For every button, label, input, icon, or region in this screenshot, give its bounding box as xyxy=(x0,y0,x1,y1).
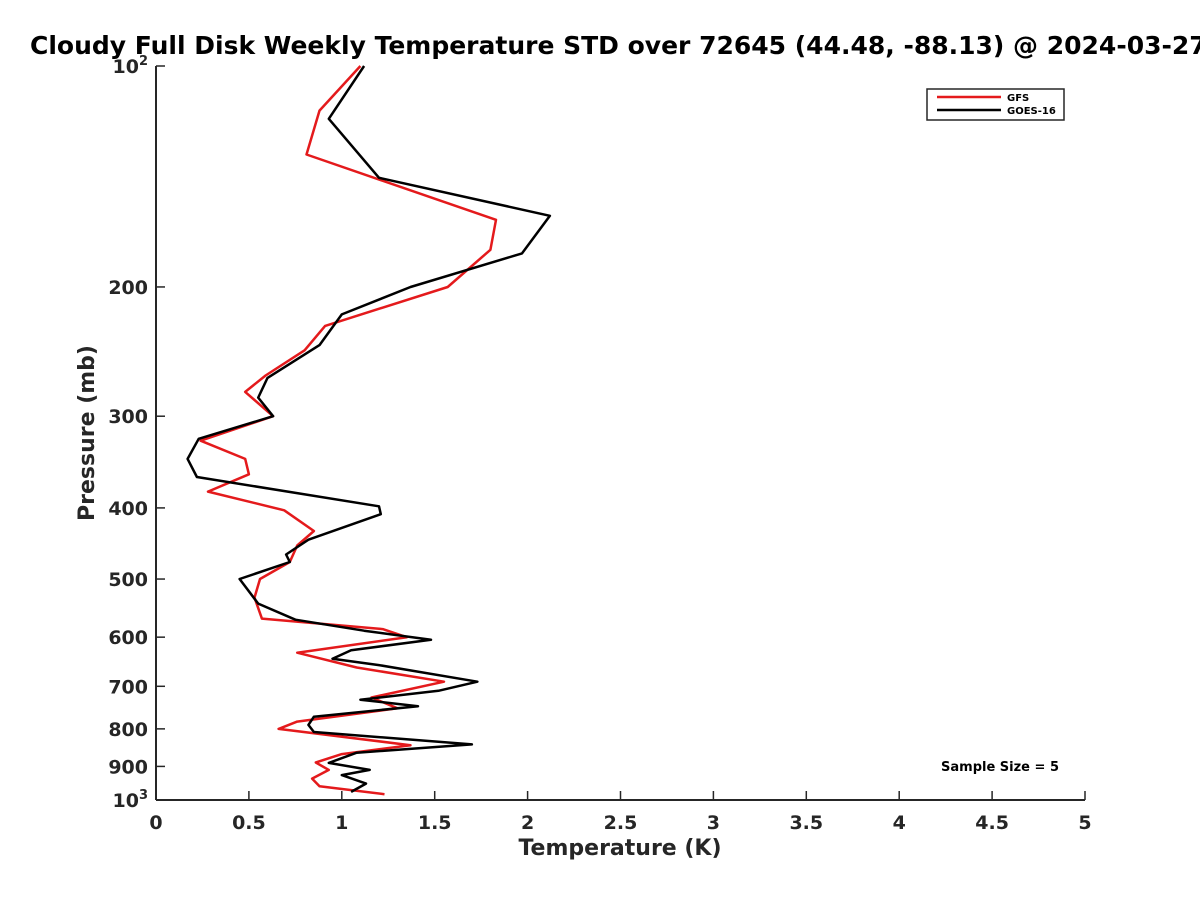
y-tick-label: 500 xyxy=(108,569,148,591)
x-tick-label: 0 xyxy=(149,812,162,834)
y-axis-label: Pressure (mb) xyxy=(75,345,100,521)
x-tick-label: 3.5 xyxy=(789,812,823,834)
sample-size-annotation: Sample Size = 5 xyxy=(941,760,1059,775)
x-tick-label: 4.5 xyxy=(975,812,1009,834)
x-tick-label: 2.5 xyxy=(604,812,638,834)
x-tick-label: 3 xyxy=(707,812,720,834)
y-tick-label: 300 xyxy=(108,406,148,428)
series-layer xyxy=(186,65,552,796)
legend-box xyxy=(926,88,1065,121)
y-tick-label: 200 xyxy=(108,277,148,299)
y-ticks: 102 200 300 400 500 600 700 800 900 103 xyxy=(108,54,165,812)
y-tick-label: 800 xyxy=(108,719,148,741)
y-tick-label: 400 xyxy=(108,498,148,520)
x-ticks: 0 0.5 1 1.5 2 2.5 3 3.5 4 4.5 5 xyxy=(149,791,1092,834)
y-tick-label: 103 xyxy=(113,788,149,812)
legend: GFS GOES-16 xyxy=(926,88,1065,121)
x-tick-label: 1 xyxy=(335,812,348,834)
x-tick-label: 4 xyxy=(893,812,906,834)
series-line-goes-16 xyxy=(186,65,552,793)
chart-title: Cloudy Full Disk Weekly Temperature STD … xyxy=(30,31,1200,60)
series-line-gfs xyxy=(199,65,498,796)
x-tick-label: 1.5 xyxy=(418,812,452,834)
plot-area: 0 0.5 1 1.5 2 2.5 3 3.5 4 4.5 5 102 200 300 400 500 600… xyxy=(108,54,1091,834)
y-tick-label: 102 xyxy=(113,54,149,78)
y-tick-label: 900 xyxy=(108,756,148,778)
legend-label-gfs: GFS xyxy=(1007,93,1029,104)
x-axis-label: Temperature (K) xyxy=(518,836,721,861)
legend-label-goes-16: GOES-16 xyxy=(1007,106,1056,117)
x-tick-label: 2 xyxy=(521,812,534,834)
y-tick-label: 600 xyxy=(108,627,148,649)
x-tick-label: 0.5 xyxy=(232,812,266,834)
x-tick-label: 5 xyxy=(1078,812,1091,834)
y-tick-label: 700 xyxy=(108,676,148,698)
